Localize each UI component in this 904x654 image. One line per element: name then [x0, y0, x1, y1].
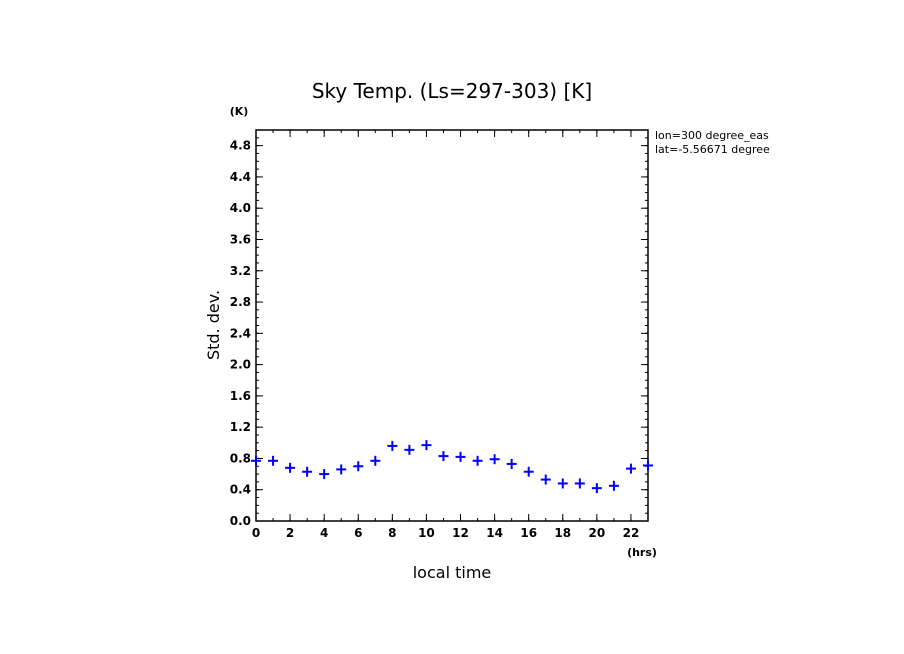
data-points: [251, 440, 653, 494]
data-point: [268, 455, 279, 466]
data-point: [319, 469, 330, 480]
data-point: [591, 483, 602, 494]
y-tick-label: 4.0: [230, 201, 251, 215]
x-tick-label: 2: [286, 526, 294, 540]
x-tick-label: 4: [320, 526, 328, 540]
y-tick-label: 3.2: [230, 264, 251, 278]
data-point: [353, 461, 364, 472]
data-point: [387, 440, 398, 451]
y-unit-label: (K): [230, 105, 249, 118]
y-axis-label: Std. dev.: [204, 290, 223, 360]
data-point: [370, 455, 381, 466]
data-point: [557, 478, 568, 489]
data-point: [472, 455, 483, 466]
data-point: [574, 478, 585, 489]
x-tick-label: 18: [554, 526, 571, 540]
x-tick-label: 6: [354, 526, 362, 540]
data-point: [404, 444, 415, 455]
data-point: [540, 474, 551, 485]
data-point: [523, 466, 534, 477]
x-tick-label: 20: [589, 526, 606, 540]
data-point: [336, 464, 347, 475]
data-point: [625, 463, 636, 474]
y-tick-label: 2.4: [230, 326, 251, 340]
data-point: [643, 460, 653, 471]
y-tick-label: 1.6: [230, 389, 251, 403]
y-tick-label: 0.0: [230, 514, 251, 528]
annotation-lat: lat=-5.56671 degree: [655, 143, 770, 156]
data-point: [608, 480, 619, 491]
x-tick-label: 8: [388, 526, 396, 540]
data-point: [455, 451, 466, 462]
x-tick-label: 16: [520, 526, 537, 540]
axes: 0.0 0.4 0.8 1.2 1.6 2.0 2.4 2.8 3.2 3.6 4.0 4.4 4.8 0…: [230, 129, 649, 540]
y-tick-label: 4.8: [230, 139, 251, 153]
data-point: [506, 458, 517, 469]
data-point: [285, 462, 296, 473]
annotation-lon: lon=300 degree_eas: [655, 129, 769, 142]
x-unit-label: (hrs): [627, 546, 657, 559]
data-point: [421, 440, 432, 451]
y-tick-label: 4.4: [230, 170, 251, 184]
y-tick-label: 2.8: [230, 295, 251, 309]
x-tick-label: 14: [486, 526, 503, 540]
y-tick-label: 3.6: [230, 232, 251, 246]
plot-frame: [255, 129, 649, 522]
data-point: [438, 451, 449, 462]
x-tick-label: 10: [418, 526, 435, 540]
chart-title: Sky Temp. (Ls=297-303) [K]: [312, 79, 592, 103]
y-tick-label: 2.0: [230, 358, 251, 372]
x-tick-label: 22: [623, 526, 640, 540]
x-axis-label: local time: [413, 563, 492, 582]
data-point: [251, 455, 261, 466]
y-tick-label: 0.4: [230, 483, 251, 497]
y-tick-label: 1.2: [230, 420, 251, 434]
x-tick-label: 12: [452, 526, 469, 540]
x-tick-label: 0: [252, 526, 260, 540]
y-tick-label: 0.8: [230, 451, 251, 465]
data-point: [302, 466, 313, 477]
data-point: [489, 454, 500, 465]
